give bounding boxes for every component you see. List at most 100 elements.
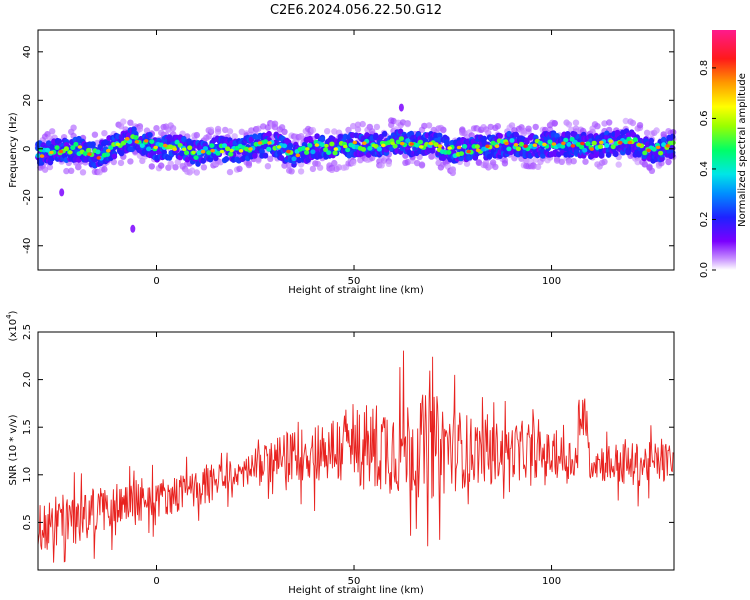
snr-scale-base: (x10	[8, 319, 19, 342]
spectral-mark	[515, 146, 522, 152]
snr-x-axis-label: Height of straight line (km)	[288, 585, 424, 596]
spectral-mark	[222, 126, 229, 134]
spectral-mark	[444, 139, 450, 146]
spectral-mark	[286, 149, 291, 154]
spectral-mark	[508, 122, 516, 129]
spectral-mark	[286, 162, 293, 169]
spectral-mark	[591, 140, 597, 146]
heatmap-y-tick-label: 40	[22, 45, 33, 58]
spectral-mark	[87, 152, 92, 156]
spectral-mark	[304, 150, 310, 155]
spectral-mark	[418, 162, 426, 169]
heatmap-x-tick-label: 0	[153, 276, 159, 287]
spectral-mark	[181, 147, 187, 152]
spectral-mark	[324, 128, 331, 135]
spectral-mark	[665, 144, 670, 148]
spectral-mark	[333, 147, 339, 151]
spectral-mark	[373, 123, 381, 131]
spectral-mark	[324, 143, 329, 148]
spectral-mark	[655, 145, 661, 150]
spectral-mark	[148, 163, 155, 170]
spectral-mark	[561, 141, 566, 146]
spectral-mark	[172, 164, 179, 171]
spectral-mark	[149, 139, 155, 145]
spectral-mark	[193, 131, 200, 139]
spectral-mark	[352, 140, 358, 145]
snr-x-tick-label: 50	[348, 576, 361, 587]
colorbar-tick-label: 0.2	[699, 212, 710, 228]
snr-scale-label: (x104)	[5, 310, 19, 341]
spectral-mark	[376, 146, 382, 152]
spectral-mark	[447, 146, 452, 150]
heatmap-y-tick-label: -20	[22, 189, 33, 205]
spectral-mark	[229, 148, 234, 153]
spectral-mark	[615, 161, 622, 168]
spectral-mark	[214, 125, 222, 133]
spectral-mark	[125, 137, 130, 141]
spectral-mark	[95, 149, 101, 155]
spectral-mark	[622, 117, 629, 125]
spectral-mark	[331, 159, 338, 167]
spectral-mark	[390, 141, 396, 146]
snr-y-axis-label: SNR (10 * v/v)	[8, 414, 19, 485]
spectral-mark	[108, 145, 114, 151]
spectral-mark	[606, 119, 613, 126]
spectral-mark	[354, 126, 362, 133]
spectral-mark	[39, 154, 45, 158]
colorbar-tick-label: 0.4	[699, 161, 710, 177]
spectral-mark	[599, 140, 604, 145]
spectral-mark	[474, 144, 480, 150]
spectral-mark	[68, 150, 73, 155]
spectral-mark	[223, 156, 230, 162]
spectral-outlier	[59, 188, 65, 197]
spectral-mark	[642, 150, 648, 156]
spectral-mark	[158, 162, 165, 169]
spectral-mark	[598, 151, 605, 158]
spectral-mark	[276, 145, 282, 149]
colorbar-tick-label: 0.8	[699, 60, 710, 76]
spectral-mark	[169, 125, 177, 132]
spectral-mark	[468, 132, 475, 139]
colorbar-ticks: 0.0 0.2 0.4 0.6 0.8	[699, 60, 716, 278]
spectral-mark	[73, 141, 79, 147]
snr-frame	[37, 331, 675, 571]
spectral-mark	[399, 141, 405, 146]
spectral-mark	[106, 148, 111, 153]
spectral-mark	[257, 141, 263, 145]
spectral-mark	[414, 142, 420, 148]
spectral-mark	[414, 159, 421, 167]
spectral-mark	[385, 160, 392, 167]
spectral-mark	[421, 122, 428, 130]
snr-y-tick-label: 2.5	[22, 324, 33, 340]
spectral-mark	[120, 118, 127, 125]
spectral-mark	[49, 150, 54, 155]
snr-ticks: 0 50 100 0.5 1.0 1.5 2.0 2.5	[22, 324, 674, 587]
spectral-mark	[433, 142, 439, 148]
spectral-mark	[326, 150, 332, 156]
spectral-mark	[417, 139, 423, 145]
spectral-mark	[506, 146, 512, 152]
spectral-mark	[117, 159, 125, 167]
spectral-mark	[49, 143, 55, 150]
spectral-mark	[579, 144, 585, 150]
spectral-mark	[636, 122, 644, 129]
spectral-mark	[228, 151, 234, 157]
spectral-mark	[262, 139, 269, 145]
spectral-mark	[115, 142, 121, 147]
spectral-mark	[354, 121, 362, 128]
spectral-mark	[79, 169, 87, 176]
spectral-mark	[307, 143, 313, 148]
colorbar-tick-label: 0.0	[699, 262, 710, 278]
spectral-mark	[580, 141, 585, 146]
heatmap-frame	[37, 29, 675, 271]
spectral-mark	[46, 163, 54, 171]
spectral-mark	[133, 135, 139, 140]
spectral-mark	[604, 143, 610, 148]
spectral-mark	[570, 144, 576, 148]
spectral-mark	[362, 141, 367, 145]
spectral-mark	[570, 158, 577, 165]
spectral-mark	[636, 143, 642, 147]
spectral-mark	[146, 146, 152, 152]
spectral-mark	[147, 132, 153, 138]
